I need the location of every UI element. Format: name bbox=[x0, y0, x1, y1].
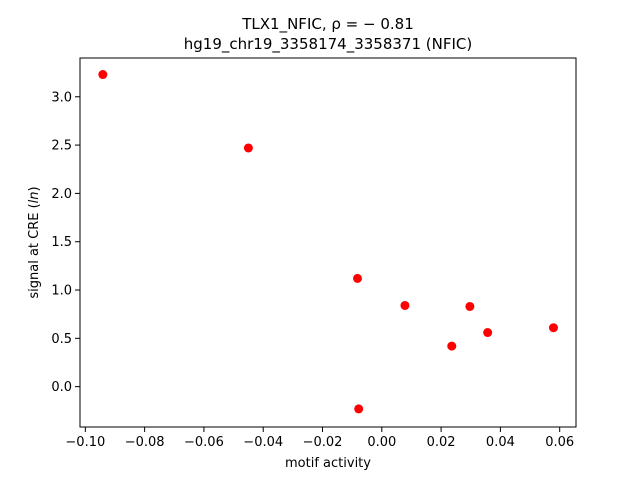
y-axis-label-prefix: signal at CRE ( bbox=[27, 203, 42, 298]
plot-frame bbox=[79, 57, 577, 428]
data-point bbox=[483, 328, 493, 338]
x-tick-label: −0.08 bbox=[125, 435, 165, 450]
y-tick-label: 1.0 bbox=[51, 284, 72, 299]
chart-title-line2: hg19_chr19_3358174_3358371 (NFIC) bbox=[184, 35, 472, 54]
data-point bbox=[548, 323, 558, 333]
x-tick-label: −0.02 bbox=[303, 435, 343, 450]
x-axis-label: motif activity bbox=[285, 456, 371, 471]
y-tick-label: 3.0 bbox=[51, 90, 72, 105]
y-tick-label: 0.5 bbox=[51, 332, 72, 347]
x-tick-label: 0.00 bbox=[367, 435, 396, 450]
y-axis-label: signal at CRE (ln) bbox=[27, 186, 42, 298]
y-axis-label-unit: ln bbox=[27, 191, 42, 203]
y-axis-label-suffix: ) bbox=[27, 186, 42, 191]
y-tick-label: 0.0 bbox=[51, 380, 72, 395]
x-tick-label: −0.04 bbox=[243, 435, 283, 450]
x-tick-label: 0.06 bbox=[545, 435, 574, 450]
data-point bbox=[243, 143, 253, 153]
x-tick-label: −0.10 bbox=[65, 435, 105, 450]
chart-title-line1: TLX1_NFIC, ρ = − 0.81 bbox=[241, 15, 413, 34]
data-point bbox=[354, 404, 364, 414]
data-point bbox=[352, 273, 362, 283]
x-tick-label: 0.04 bbox=[486, 435, 515, 450]
data-point bbox=[465, 301, 475, 311]
data-point bbox=[98, 70, 108, 80]
y-tick-label: 1.5 bbox=[51, 235, 72, 250]
points-group bbox=[98, 70, 558, 414]
data-point bbox=[447, 341, 457, 351]
tick-group: −0.10 −0.08 −0.06 −0.04 −0.02 0.00 0.02 0.04 0.0… bbox=[51, 90, 574, 450]
x-tick-label: −0.06 bbox=[184, 435, 224, 450]
x-tick-label: 0.02 bbox=[427, 435, 456, 450]
data-point bbox=[400, 300, 410, 310]
y-tick-label: 2.0 bbox=[51, 187, 72, 202]
y-tick-label: 2.5 bbox=[51, 139, 72, 154]
